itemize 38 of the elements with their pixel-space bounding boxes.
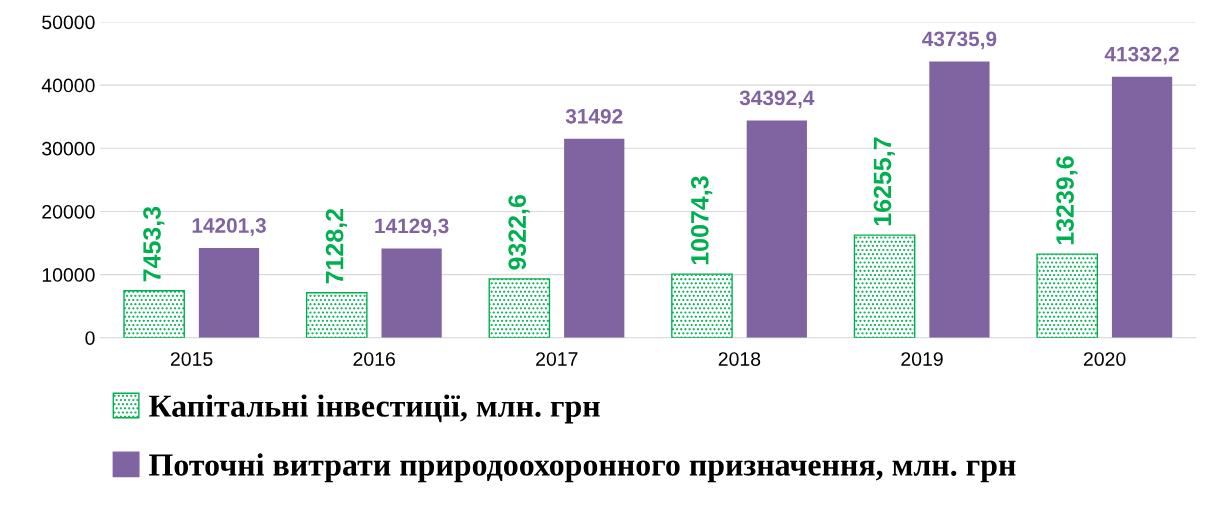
- x-tick-label: 2019: [901, 352, 943, 366]
- bar: [564, 138, 625, 338]
- bar: [123, 290, 185, 338]
- data-label: 14129,3: [375, 218, 449, 237]
- data-label: 9322,6: [508, 195, 530, 270]
- x-tick-label: 2020: [1083, 352, 1126, 366]
- legend-label: Поточні витрати природоохоронного призначення, млн. грн: [149, 453, 1016, 483]
- x-tick-label: 2018: [718, 352, 761, 366]
- y-tick-label: 50000: [42, 15, 95, 30]
- data-label: 10074,3: [690, 176, 713, 265]
- bar: [746, 120, 807, 338]
- y-tick-label: 20000: [42, 204, 95, 219]
- data-label: 14201,3: [192, 218, 266, 236]
- data-label: 13239,6: [1056, 156, 1078, 245]
- y-tick-label: 40000: [41, 78, 95, 93]
- y-tick-label: 10000: [42, 268, 95, 282]
- bar: [198, 248, 260, 338]
- data-label: 34392,4: [739, 90, 815, 109]
- bar: [1036, 253, 1099, 338]
- data-label: 41332,2: [1104, 46, 1179, 65]
- x-tick-label: 2015: [170, 352, 213, 366]
- y-tick-label: 0: [85, 331, 95, 346]
- bar: [488, 278, 551, 338]
- x-tick-label: 2016: [353, 352, 395, 366]
- data-label: 43735,9: [922, 31, 997, 50]
- x-tick-label: 2017: [536, 352, 578, 366]
- bar: [305, 292, 368, 338]
- bar: [381, 248, 442, 338]
- data-label: 7453,3: [143, 206, 165, 282]
- y-tick-label: 30000: [42, 141, 95, 156]
- bar: [671, 273, 733, 338]
- data-label: 16255,7: [873, 137, 895, 226]
- legend-label: Капітальні інвестиції, млн. грн: [148, 394, 600, 424]
- data-label: 31492: [565, 108, 623, 124]
- data-label: 7128,2: [325, 208, 348, 284]
- bar: [1111, 76, 1173, 338]
- bar: [929, 61, 990, 338]
- bar: [853, 234, 916, 338]
